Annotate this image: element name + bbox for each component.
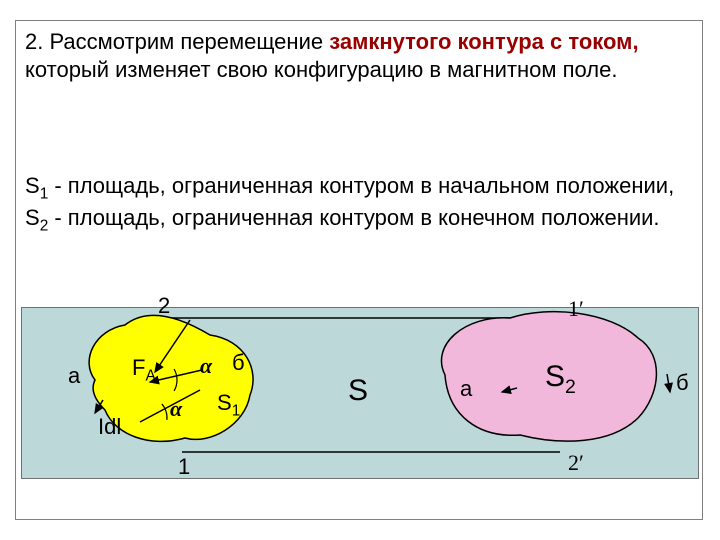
label-a-left: а — [68, 363, 80, 389]
label-1-bottom: 1 — [178, 454, 190, 480]
label-2prime: 2′ — [568, 450, 584, 476]
label-b-right: б — [676, 370, 689, 396]
label-FA: FA — [132, 355, 156, 385]
label-Idl: Idl — [98, 414, 121, 440]
label-a-right: а — [460, 376, 472, 402]
label-b-mid: б — [232, 350, 245, 376]
label-S1: S1 — [217, 390, 240, 420]
label-alpha2: α — [170, 396, 182, 422]
diagram-svg — [0, 0, 720, 540]
slide: 2. Рассмотрим перемещение замкнутого кон… — [0, 0, 720, 540]
label-2-top: 2 — [158, 293, 170, 319]
label-S-mid: S — [348, 374, 368, 408]
label-alpha1: α — [200, 353, 212, 379]
label-S2: S2 — [545, 360, 576, 399]
label-1prime: 1′ — [568, 296, 584, 322]
